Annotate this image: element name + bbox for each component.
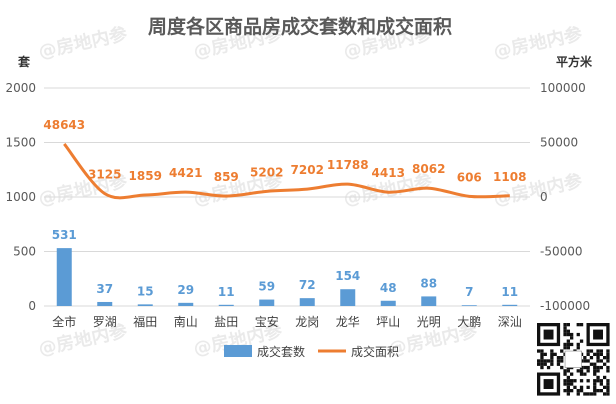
bar-data-label: 7 (465, 285, 473, 299)
category-label: 宝安 (255, 314, 279, 329)
right-tick-label: -100000 (540, 299, 590, 313)
left-tick-label: 1000 (5, 190, 36, 204)
line-data-label: 4421 (169, 166, 202, 180)
category-label: 光明 (417, 315, 441, 329)
bar (502, 304, 518, 306)
left-tick-label: 0 (28, 299, 36, 313)
category-label: 盐田 (214, 315, 238, 329)
right-axis-title: 平方米 (556, 54, 593, 69)
legend-bar-label: 成交套数 (257, 344, 305, 359)
bar (178, 302, 194, 306)
bar-data-label: 59 (258, 280, 275, 294)
bar (299, 298, 315, 306)
line-data-label: 1859 (129, 169, 162, 183)
bar (259, 299, 275, 306)
bar (97, 301, 113, 306)
bar (56, 248, 72, 306)
line-data-label: 11788 (327, 158, 369, 172)
category-label: 罗湖 (93, 314, 117, 329)
left-axis-ticks: 0 500 1000 1500 2000 (5, 81, 36, 313)
watermarks: @房地内参 @房地内参 @房地内参 @房地内参@房地内参 @房地内参 @房地内参 @房地内参… (36, 22, 585, 359)
category-label: 坪山 (376, 315, 400, 329)
category-label: 龙华 (336, 315, 360, 329)
bar-data-label: 11 (218, 285, 235, 299)
bar (380, 300, 396, 306)
area-line (63, 143, 510, 200)
bar (218, 304, 234, 306)
line-data-label: 859 (214, 170, 239, 184)
right-axis-ticks: -100000 -50000 0 50000 100000 (540, 81, 590, 313)
bar (340, 289, 356, 306)
legend-bar-swatch (224, 345, 252, 357)
category-label: 深汕 (498, 315, 522, 329)
bar-data-label: 37 (96, 282, 113, 296)
category-label: 南山 (174, 314, 198, 329)
left-tick-label: 500 (13, 245, 36, 259)
line-data-label: 3125 (88, 168, 121, 182)
chart-title: 周度各区商品房成交套数和成交面积 (148, 15, 452, 38)
line-data-label: 1108 (493, 170, 526, 184)
bar-data-label: 11 (501, 285, 518, 299)
bar-data-label: 15 (137, 284, 154, 298)
watermark-text: @房地内参 (36, 22, 130, 62)
line-data-label: 8062 (412, 162, 445, 176)
line-data-label: 4413 (372, 166, 405, 180)
legend: 成交套数 成交面积 (224, 344, 399, 359)
category-label: 福田 (133, 314, 157, 329)
bar-data-label: 72 (299, 278, 316, 292)
bar-data-label: 154 (335, 269, 360, 283)
legend-line-label: 成交面积 (351, 344, 399, 359)
right-tick-label: -50000 (540, 245, 583, 259)
left-tick-label: 1500 (5, 136, 36, 150)
qr-code (535, 321, 612, 398)
bar (461, 305, 477, 306)
category-labels: 全市 罗湖 福田 南山 盐田 宝安 龙岗 龙华 坪山 光明 大鹏 深汕 (52, 314, 522, 329)
right-tick-label: 0 (540, 190, 548, 204)
line-data-label: 7202 (291, 163, 324, 177)
line-data-label: 606 (457, 170, 482, 184)
left-axis-title: 套 (17, 54, 31, 69)
bar-data-label: 88 (420, 276, 437, 290)
bar (421, 296, 437, 306)
category-label: 全市 (52, 314, 76, 329)
bar-data-label: 48 (380, 281, 397, 295)
category-label: 龙岗 (295, 315, 319, 329)
right-tick-label: 50000 (540, 136, 578, 150)
left-tick-label: 2000 (5, 81, 36, 95)
bar-data-label: 29 (177, 283, 194, 297)
bar-series: 531 37 15 29 11 59 72 154 48 88 7 11 (52, 228, 518, 306)
line-data-label: 48643 (43, 118, 85, 132)
right-tick-label: 100000 (540, 81, 586, 95)
bar (137, 304, 153, 306)
line-data-label: 5202 (250, 165, 283, 179)
bar-data-label: 531 (52, 228, 77, 242)
category-label: 大鹏 (457, 315, 481, 329)
